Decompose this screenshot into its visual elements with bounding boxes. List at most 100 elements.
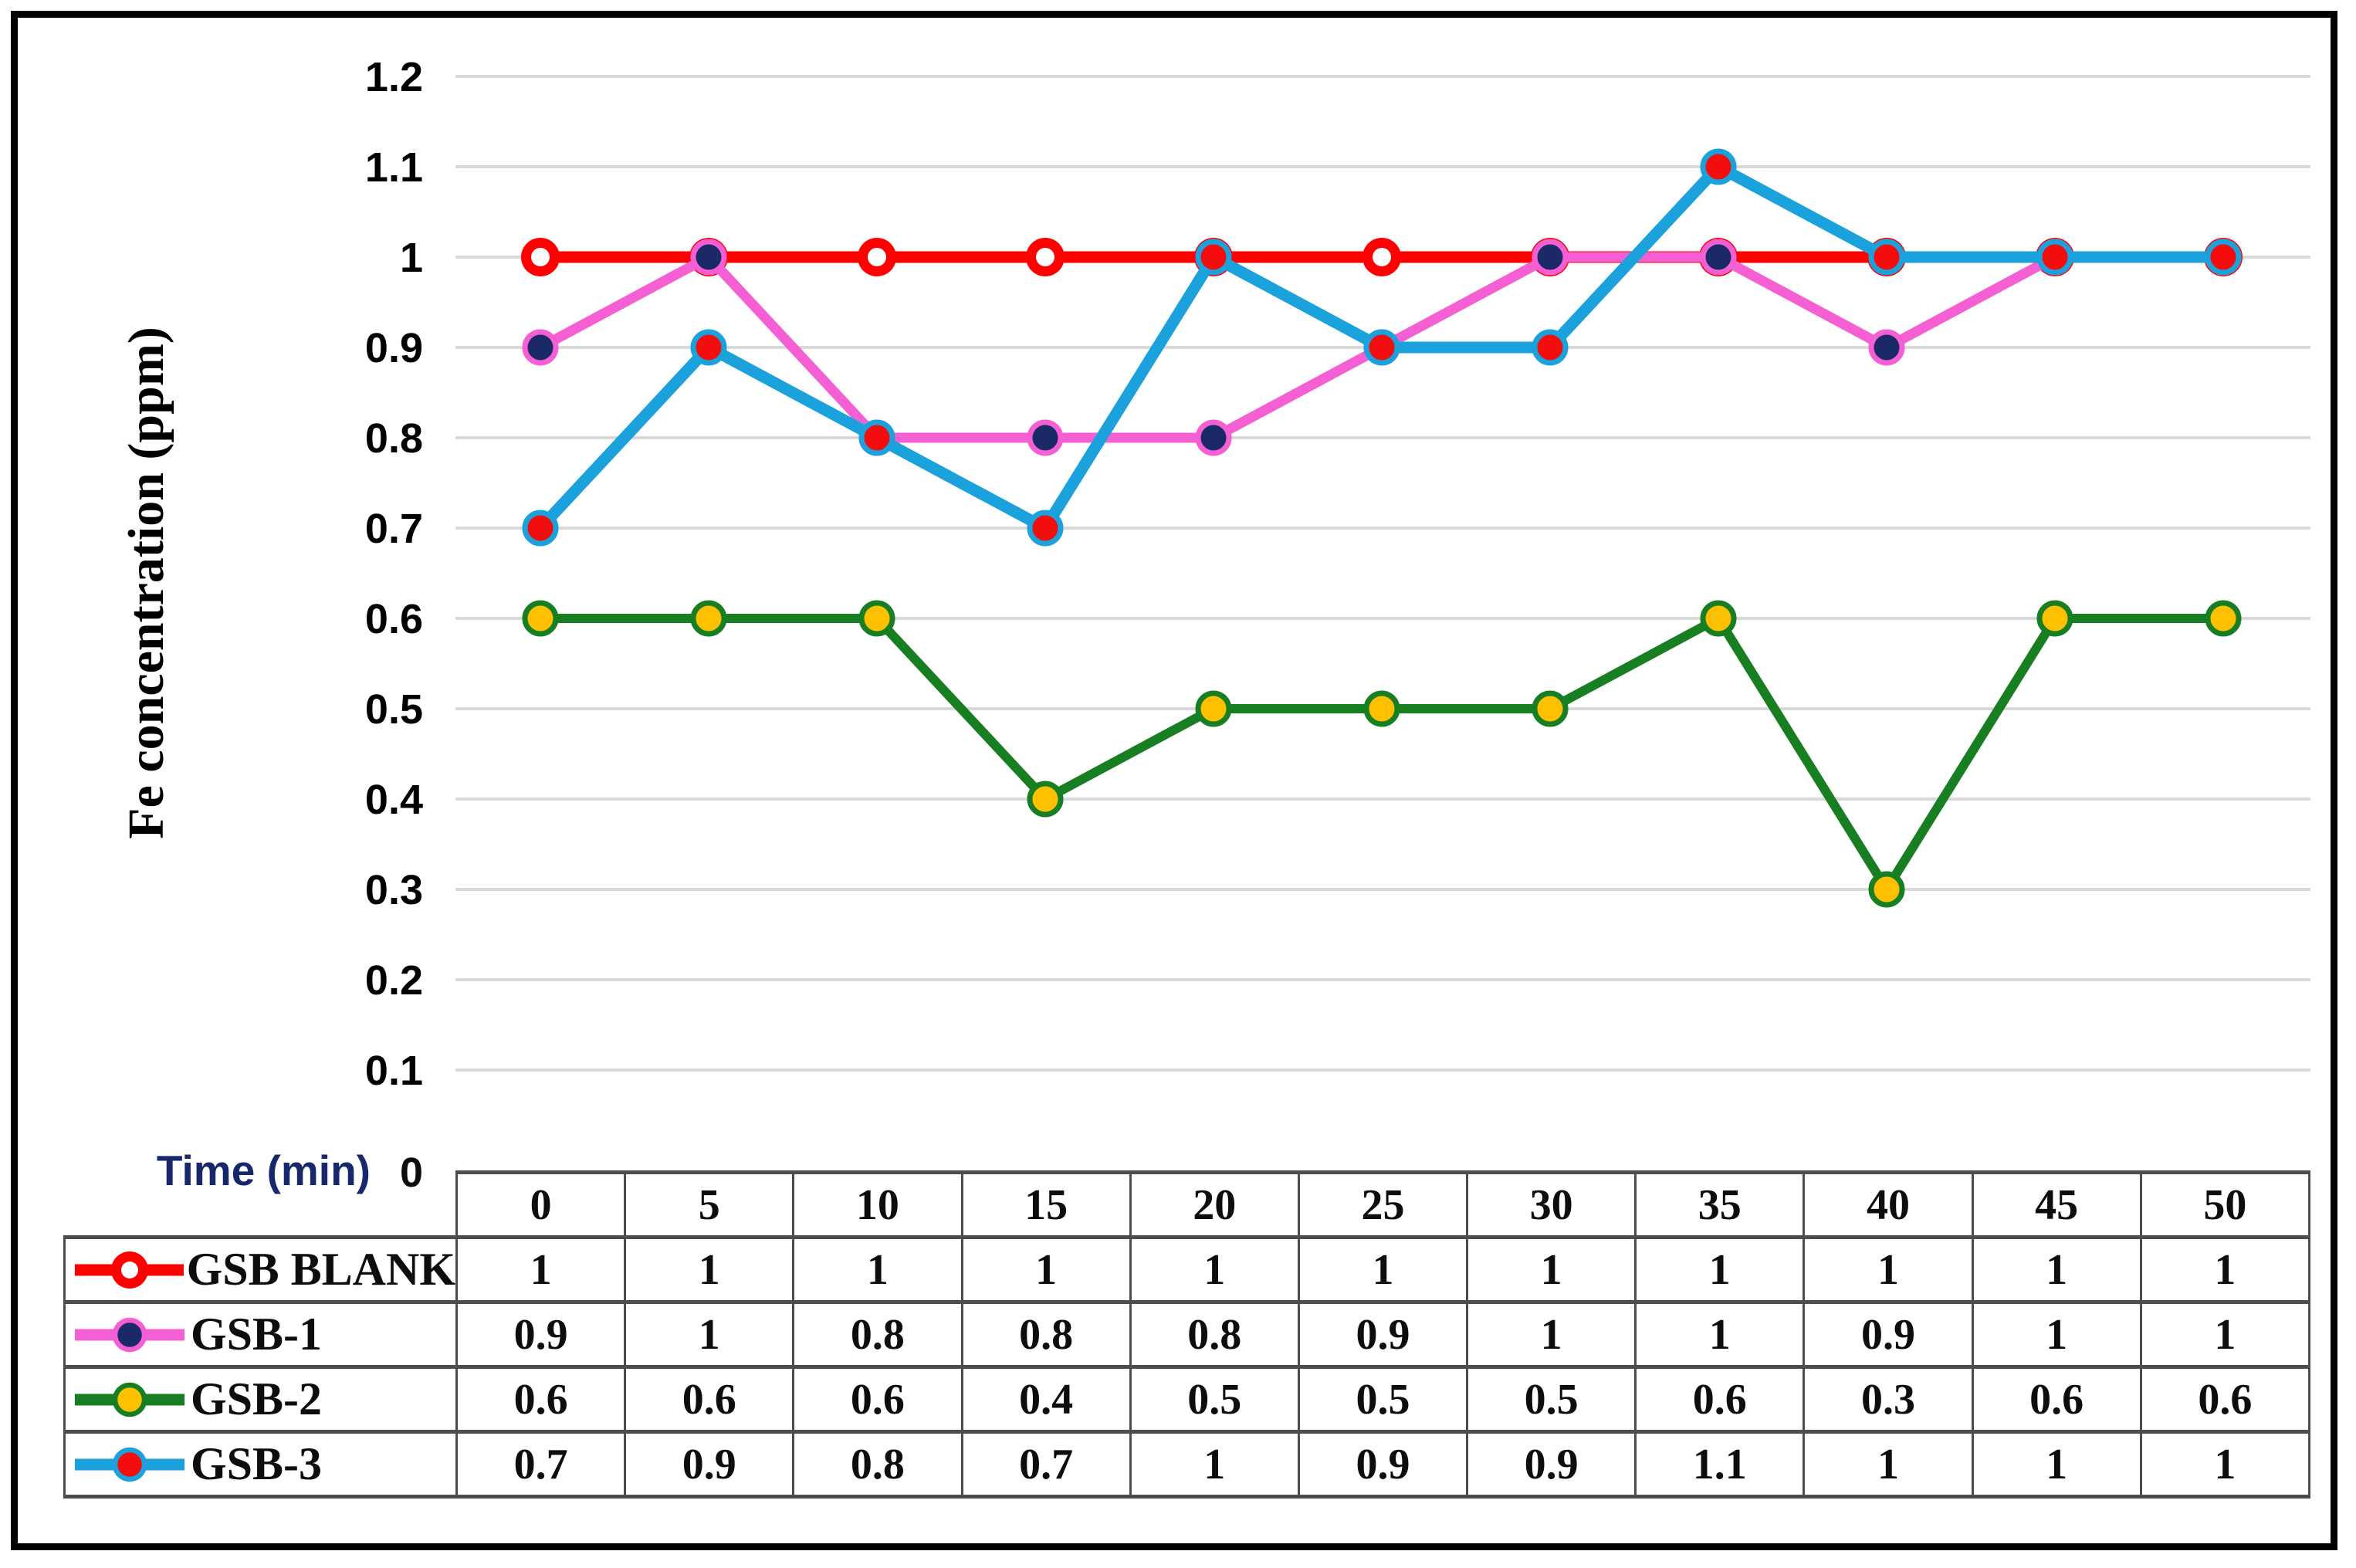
legend-cell-gsb-2: GSB-2 — [63, 1365, 458, 1434]
marker-ring-hole — [1373, 248, 1391, 266]
marker-ring-hole — [868, 248, 886, 266]
value-cell: 0.6 — [1634, 1365, 1806, 1434]
value-cell: 0.7 — [455, 1430, 627, 1499]
legend-cell-gsb-3: GSB-3 — [63, 1430, 458, 1499]
marker-ring-hole — [1036, 248, 1054, 266]
legend-cell-gsb-1: GSB-1 — [63, 1300, 458, 1369]
time-header-cell: 0 — [455, 1170, 627, 1239]
marker-dot — [1700, 600, 1737, 637]
marker-dot — [1363, 329, 1400, 366]
marker-dot — [1868, 871, 1905, 908]
marker-dot — [1027, 419, 1064, 456]
legend-line-icon-gsb-1 — [75, 1317, 184, 1352]
value-cell: 1 — [1466, 1235, 1637, 1304]
value-cell: 0.3 — [1803, 1365, 1974, 1434]
value-cell: 0.6 — [624, 1365, 795, 1434]
marker-dot — [1868, 239, 1905, 276]
time-header-cell: 50 — [2139, 1170, 2311, 1239]
marker-dot — [1532, 690, 1569, 727]
value-cell: 0.8 — [1129, 1300, 1300, 1369]
marker-dot — [522, 329, 559, 366]
marker-dot — [1195, 690, 1232, 727]
y-axis-title: Fe concentration (ppm) — [118, 327, 175, 839]
y-tick-label: 1.2 — [365, 54, 423, 100]
value-cell: 1 — [1634, 1300, 1806, 1369]
value-cell: 0.5 — [1466, 1365, 1637, 1434]
y-tick-label: 0.2 — [365, 957, 423, 1004]
value-cell: 0.6 — [1971, 1365, 2142, 1434]
value-cell: 0.6 — [2139, 1365, 2311, 1434]
value-cell: 1 — [792, 1235, 963, 1304]
marker-dot — [522, 510, 559, 547]
time-header-cell: 5 — [624, 1170, 795, 1239]
marker-dot — [1195, 239, 1232, 276]
series-label: GSB-3 — [191, 1438, 323, 1489]
marker-dot — [1027, 510, 1064, 547]
marker-ring-hole — [531, 248, 550, 266]
table-corner-spacer — [65, 1173, 457, 1238]
series-label: GSB BLANK — [186, 1244, 455, 1295]
legend-marker — [112, 1382, 147, 1417]
marker-dot — [2205, 239, 2242, 276]
marker-dot — [1532, 329, 1569, 366]
legend-line-icon-gsb-2 — [75, 1382, 184, 1417]
time-header-cell: 25 — [1297, 1170, 1469, 1239]
value-cell: 1 — [1634, 1235, 1806, 1304]
table-row: GSB-3 0.7 0.9 0.8 0.7 1 0.9 0.9 1.1 1 1 1 — [63, 1430, 2311, 1499]
value-cell: 1.1 — [1634, 1430, 1806, 1499]
marker-dot — [1868, 329, 1905, 366]
table-row: GSB-1 0.9 1 0.8 0.8 0.8 0.9 1 1 0.9 1 1 — [63, 1300, 2311, 1369]
legend-marker — [112, 1317, 147, 1352]
value-cell: 1 — [1297, 1235, 1469, 1304]
series-label: GSB-2 — [191, 1373, 323, 1424]
y-tick-label: 0.8 — [365, 415, 423, 462]
marker-dot — [2036, 239, 2073, 276]
value-cell: 0.9 — [1297, 1430, 1469, 1499]
marker-dot — [690, 329, 727, 366]
value-cell: 0.9 — [1803, 1300, 1974, 1369]
legend-line-icon-gsb-3 — [75, 1447, 184, 1482]
value-cell: 1 — [2139, 1300, 2311, 1369]
value-cell: 1 — [1803, 1430, 1974, 1499]
value-cell: 1 — [1971, 1300, 2142, 1369]
value-cell: 0.9 — [1297, 1300, 1469, 1369]
time-header-cell: 15 — [960, 1170, 1132, 1239]
legend-marker-hole — [121, 1261, 138, 1278]
marker-dot — [1700, 239, 1737, 276]
marker-dot — [2036, 600, 2073, 637]
value-cell: 1 — [1466, 1300, 1637, 1369]
y-tick-label: 0.1 — [365, 1048, 423, 1094]
value-cell: 1 — [624, 1300, 795, 1369]
value-cell: 0.7 — [960, 1430, 1132, 1499]
y-tick-label: 1 — [400, 235, 423, 281]
marker-dot — [858, 419, 895, 456]
value-cell: 1 — [1129, 1430, 1300, 1499]
series-gsb-2 — [522, 600, 2242, 908]
value-cell: 1 — [1129, 1235, 1300, 1304]
value-cell: 1 — [2139, 1235, 2311, 1304]
value-cell: 1 — [2139, 1430, 2311, 1499]
marker-dot — [1532, 239, 1569, 276]
value-cell: 1 — [960, 1235, 1132, 1304]
value-cell: 1 — [1971, 1430, 2142, 1499]
value-cell: 0.8 — [792, 1300, 963, 1369]
table-row: GSB BLANK 1 1 1 1 1 1 1 1 1 1 1 — [63, 1235, 2311, 1304]
y-tick-label: 0.3 — [365, 867, 423, 913]
value-cell: 0.9 — [455, 1300, 627, 1369]
marker-dot — [690, 239, 727, 276]
legend-cell-gsb-blank: GSB BLANK — [63, 1235, 458, 1304]
time-header-cell: 10 — [792, 1170, 963, 1239]
y-tick-label: 0.5 — [365, 686, 423, 733]
value-cell: 0.5 — [1297, 1365, 1469, 1434]
value-cell: 1 — [1971, 1235, 2142, 1304]
time-header-cell: 30 — [1466, 1170, 1637, 1239]
marker-dot — [1363, 690, 1400, 727]
series-gsb-3 — [522, 148, 2242, 547]
y-tick-label: 0.6 — [365, 596, 423, 642]
series-label: GSB-1 — [191, 1309, 323, 1360]
y-axis-title-wrap: Fe concentration (ppm) — [93, 131, 201, 1035]
value-cell: 0.4 — [960, 1365, 1132, 1434]
value-cell: 0.5 — [1129, 1365, 1300, 1434]
